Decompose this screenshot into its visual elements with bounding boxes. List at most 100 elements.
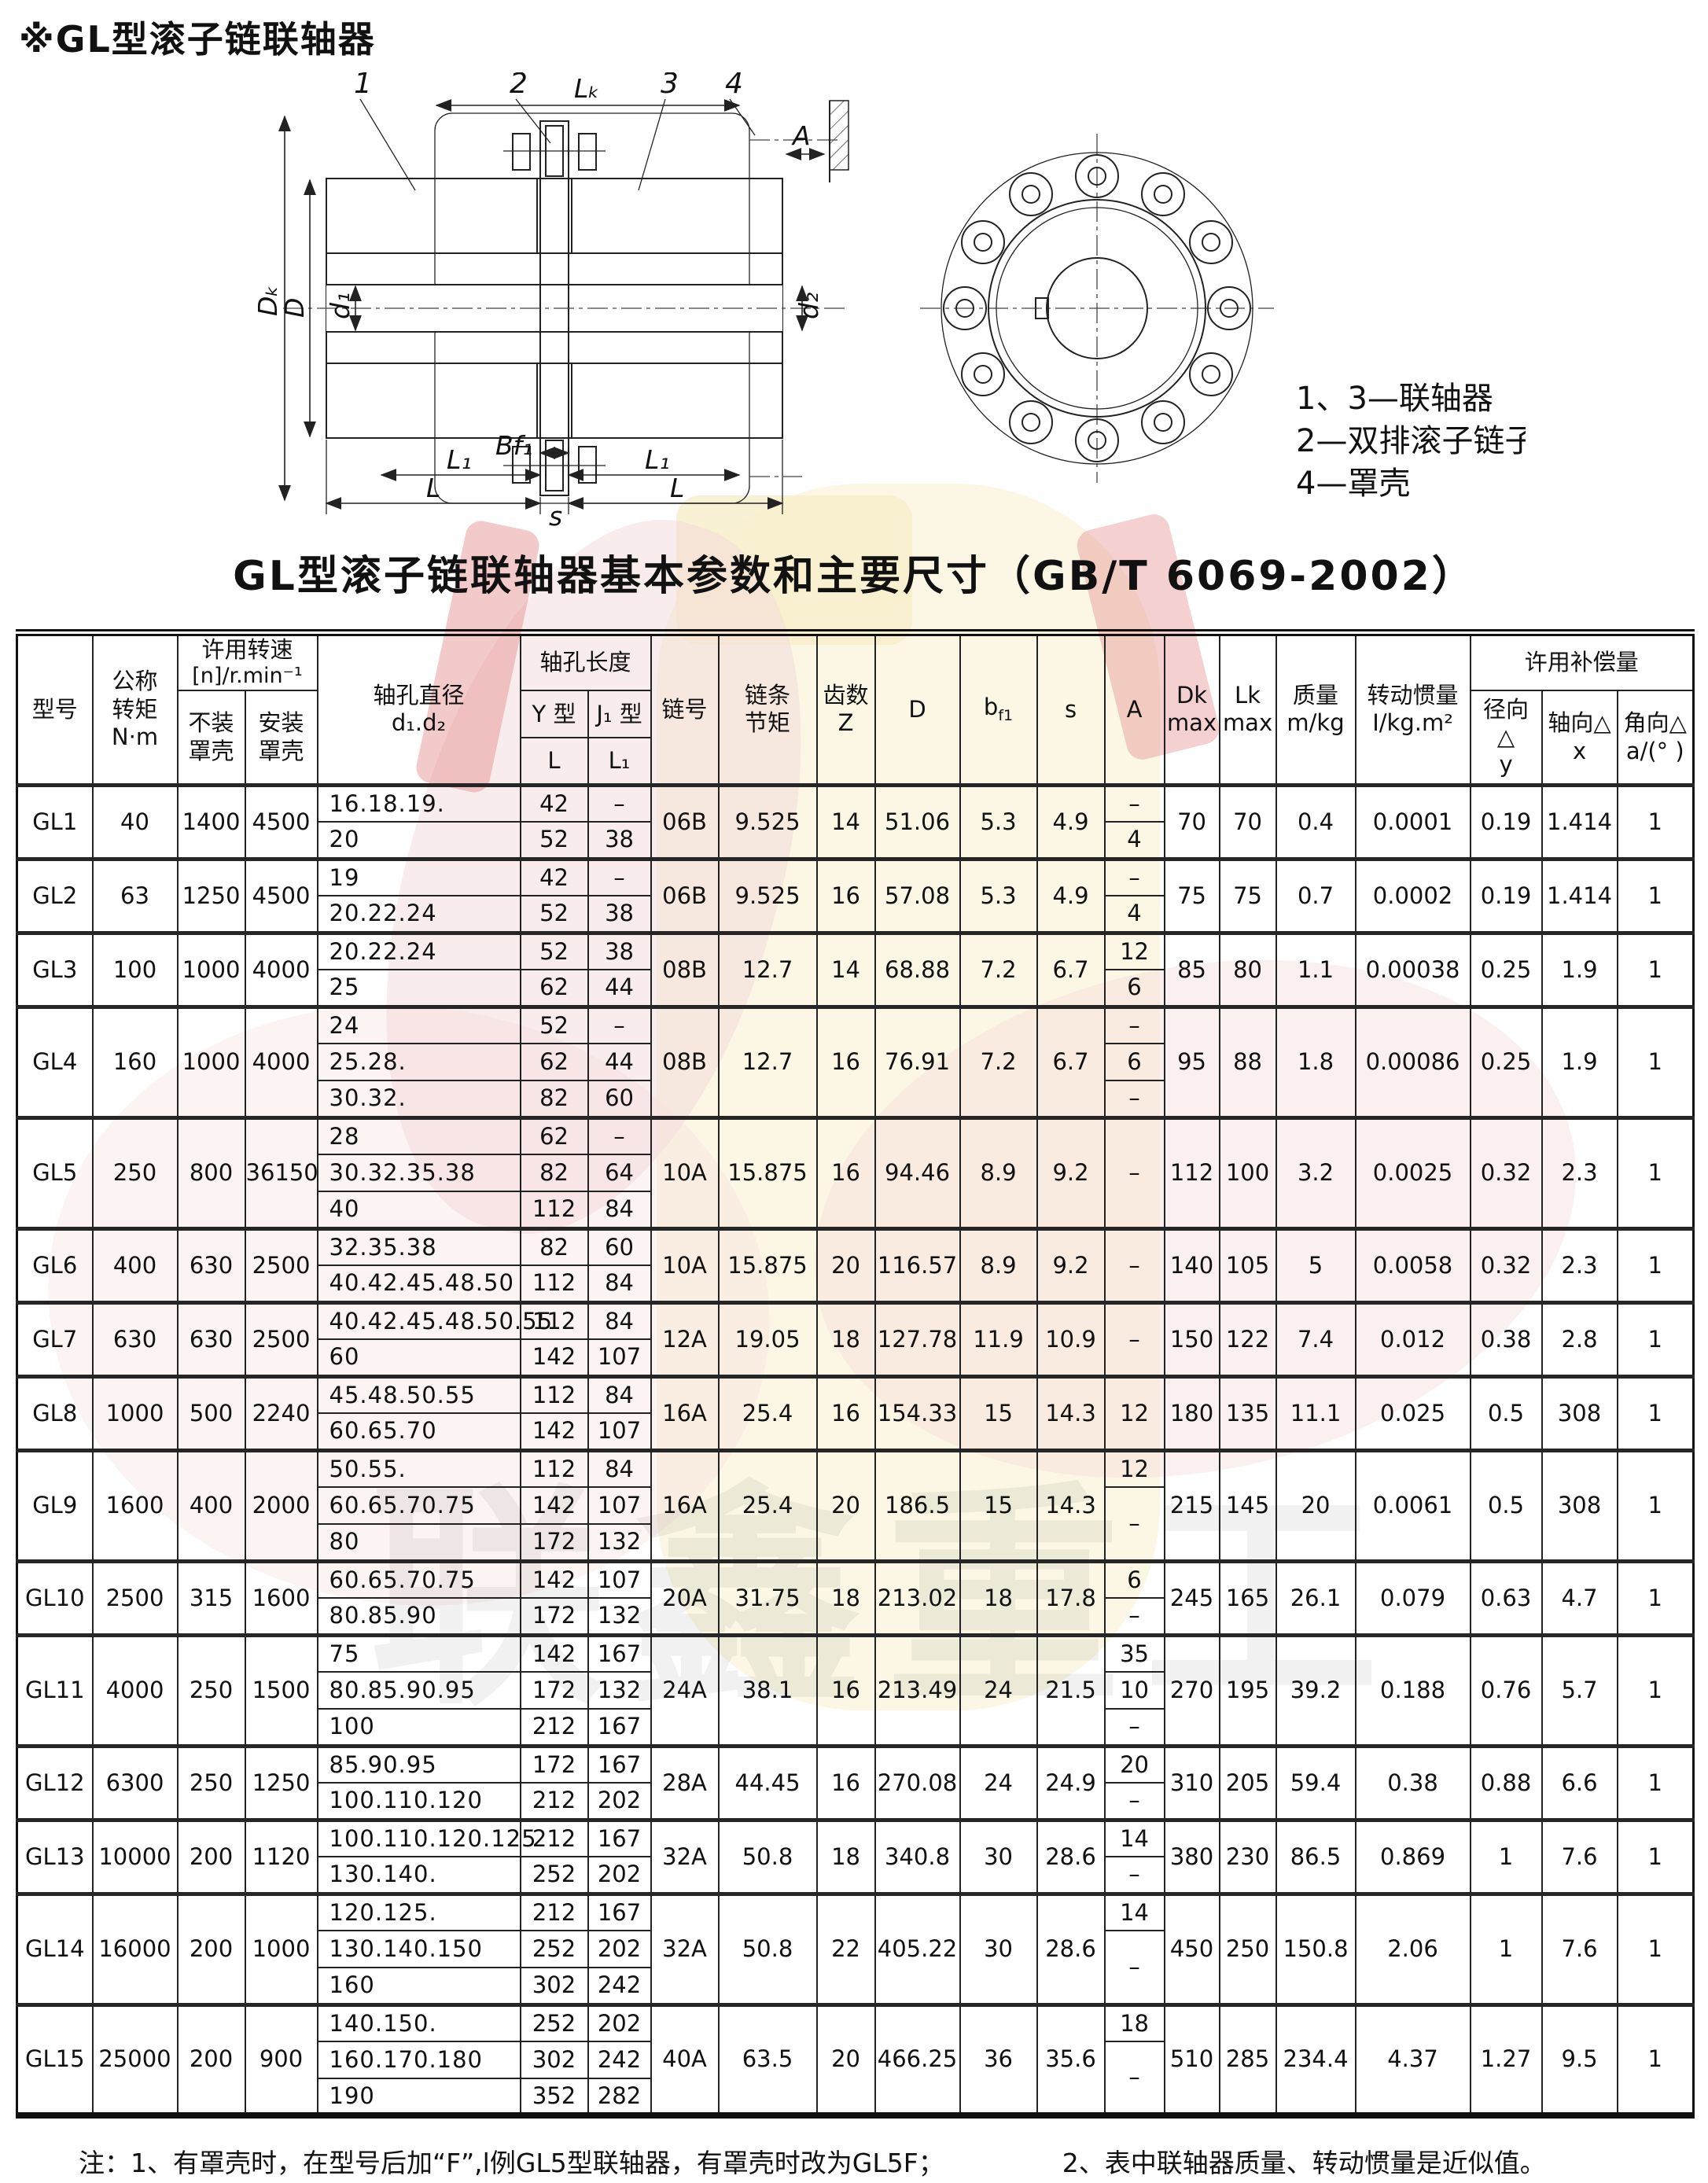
inertia-cell: 0.025: [1354, 1374, 1471, 1452]
bf1-cell: 8.9: [959, 1226, 1038, 1304]
bf1-cell: 30: [959, 1817, 1038, 1895]
table-body: GL1 40 1400 4500 16.18.19. 42–06B 9.525 14 51.06…: [16, 782, 1695, 2117]
bf1-cell: 5.3: [959, 782, 1038, 860]
model-cell: GL14: [16, 1891, 94, 2006]
table-title: GL型滚子链联轴器基本参数和主要尺寸（GB/T 6069-2002）: [233, 553, 1475, 600]
inertia-cell: 0.079: [1354, 1559, 1471, 1636]
Lk-max-cell: 88: [1218, 1004, 1277, 1119]
length-L-cell: 52: [519, 1004, 589, 1045]
teeth-cell: 14: [815, 782, 876, 860]
axial-cell: 1.414: [1541, 782, 1618, 860]
speed-with-cover-cell: 1120: [244, 1817, 318, 1895]
bore-diameter-cell: 160.170.180: [316, 2041, 521, 2080]
model-cell: GL8: [16, 1374, 94, 1452]
length-L-cell: 62: [519, 1043, 589, 1082]
A-cell: –: [1103, 1597, 1165, 1636]
D-cell: 270.08: [874, 1743, 961, 1821]
front-view: [920, 134, 1274, 483]
inertia-cell: 0.0025: [1354, 1115, 1471, 1230]
bore-diameter-cell: 45.48.50.55: [316, 1374, 521, 1415]
Dk-max-cell: 112: [1163, 1115, 1220, 1230]
table-row: GL8 1000 500 2240 45.48.50.55 112 84 16A 25.4 16 1…: [16, 1374, 1695, 1452]
teeth-cell: 16: [815, 1633, 876, 1747]
length-L1-cell: 38: [587, 930, 652, 971]
s-cell: 10.9: [1036, 1300, 1106, 1378]
length-L-cell: 212: [519, 1817, 589, 1858]
A-cell: –: [1103, 1782, 1165, 1821]
A-cell: –: [1103, 1856, 1165, 1895]
dim-L-right-label: L: [670, 473, 684, 503]
legend-line-1: 1、3—联轴器: [1296, 381, 1493, 417]
table-header: 型号 公称 转矩 N·m 许用转速 [n]/r.min⁻¹ 轴孔直径 d₁.d₂ 轴孔长…: [16, 631, 1695, 787]
angular-cell: 1: [1616, 1891, 1695, 2006]
teeth-cell: 20: [815, 1226, 876, 1304]
D-cell: 340.8: [874, 1817, 961, 1895]
Lk-max-cell: 165: [1218, 1559, 1277, 1636]
length-L1-cell: 107: [587, 1559, 652, 1600]
chain-no-cell: 10A: [650, 1226, 720, 1304]
col-A: A: [1103, 631, 1165, 786]
angular-cell: 1: [1616, 1300, 1695, 1378]
s-cell: 28.6: [1036, 1817, 1106, 1895]
bore-diameter-cell: 24: [316, 1004, 521, 1045]
col-Dk-max: Dk max: [1163, 631, 1220, 786]
speed-no-cover-cell: 1000: [176, 930, 246, 1008]
Dk-max-cell: 85: [1163, 930, 1220, 1008]
speed-no-cover-cell: 250: [176, 1633, 246, 1747]
bore-diameter-cell: 190: [316, 2078, 521, 2117]
col-L1: L₁: [587, 737, 652, 787]
pitch-cell: 9.525: [717, 856, 818, 934]
speed-with-cover-cell: 4500: [244, 782, 318, 860]
Dk-max-cell: 450: [1163, 1891, 1220, 2006]
model-cell: GL11: [16, 1633, 94, 1747]
A-cell: 6: [1103, 1559, 1165, 1600]
bore-diameter-cell: 80: [316, 1523, 521, 1563]
pitch-cell: 25.4: [717, 1448, 818, 1563]
bore-diameter-cell: 40.42.45.48.50: [316, 1265, 521, 1304]
bore-diameter-cell: 60.65.70.75: [316, 1486, 521, 1526]
bore-diameter-cell: 50.55.: [316, 1448, 521, 1489]
model-cell: GL7: [16, 1300, 94, 1378]
Lk-max-cell: 145: [1218, 1448, 1277, 1563]
length-L1-cell: 167: [587, 1891, 652, 1932]
Dk-max-cell: 95: [1163, 1004, 1220, 1119]
angular-cell: 1: [1616, 1115, 1695, 1230]
chain-no-cell: 16A: [650, 1374, 720, 1452]
D-cell: 127.78: [874, 1300, 961, 1378]
table-row: GL3 100 1000 4000 20.22.24 52 38 08B 12.7 14 68.88…: [16, 930, 1695, 1008]
chain-no-cell: 32A: [650, 1817, 720, 1895]
inertia-cell: 0.0061: [1354, 1448, 1471, 1563]
axial-cell: 308: [1541, 1374, 1618, 1452]
legend-line-2: 2—双排滚子链子: [1296, 423, 1526, 459]
col-bore-length-group: 轴孔长度: [519, 631, 652, 692]
speed-no-cover-cell: 1250: [176, 856, 246, 934]
A-cell: 4: [1103, 895, 1165, 934]
col-inertia: 转动惯量 I/kg.m²: [1354, 631, 1471, 786]
A-cell: 14: [1103, 1891, 1165, 1932]
s-cell: 17.8: [1036, 1559, 1106, 1636]
dim-L1-right-label: L₁: [645, 444, 670, 475]
s-cell: 4.9: [1036, 782, 1106, 860]
A-cell: –: [1103, 1226, 1165, 1304]
bf1-cell: 18: [959, 1559, 1038, 1636]
length-L-cell: 82: [519, 1154, 589, 1193]
torque-cell: 63: [91, 856, 179, 934]
radial-cell: 0.32: [1469, 1226, 1543, 1304]
axial-cell: 7.6: [1541, 1891, 1618, 2006]
teeth-cell: 16: [815, 1374, 876, 1452]
speed-no-cover-cell: 1000: [176, 1004, 246, 1119]
bore-diameter-cell: 25: [316, 969, 521, 1008]
teeth-cell: 16: [815, 856, 876, 934]
bore-diameter-cell: 30.32.35.38: [316, 1154, 521, 1193]
chain-no-cell: 08B: [650, 1004, 720, 1119]
length-L-cell: 112: [519, 1265, 589, 1304]
axial-cell: 4.7: [1541, 1559, 1618, 1636]
speed-with-cover-cell: 1000: [244, 1891, 318, 2006]
pitch-cell: 19.05: [717, 1300, 818, 1378]
torque-cell: 250: [91, 1115, 179, 1230]
Lk-max-cell: 250: [1218, 1891, 1277, 2006]
mass-cell: 150.8: [1275, 1891, 1356, 2006]
bore-diameter-cell: 25.28.: [316, 1043, 521, 1082]
bf1-cell: 30: [959, 1891, 1038, 2006]
speed-no-cover-cell: 500: [176, 1374, 246, 1452]
